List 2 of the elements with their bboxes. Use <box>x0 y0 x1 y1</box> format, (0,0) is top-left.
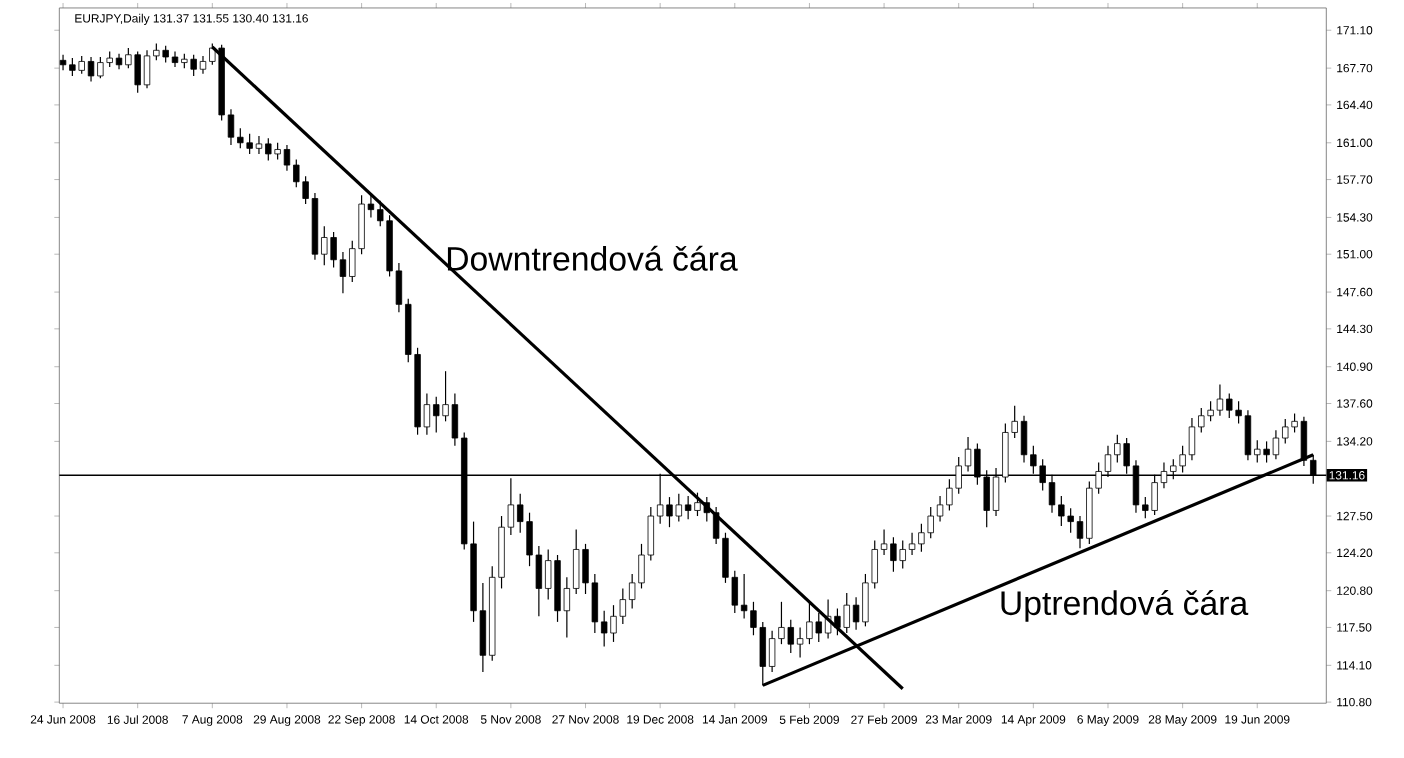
series-label: Uptrendová čára <box>1001 590 1249 623</box>
series-label: Downtrendová čára <box>447 246 738 272</box>
